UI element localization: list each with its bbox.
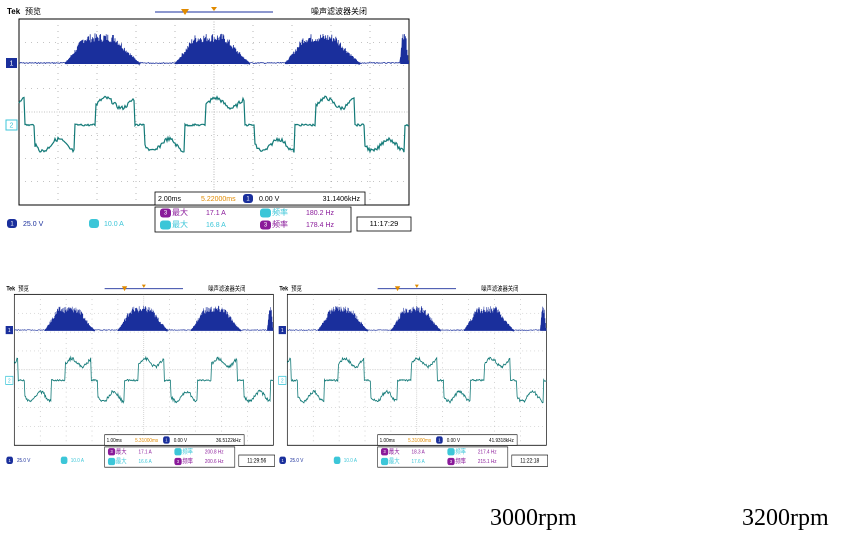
- clock: 11:29:56: [247, 458, 266, 465]
- ch1-scale: 25.0 V: [17, 458, 31, 465]
- brand: Tek: [6, 286, 15, 293]
- timebase: 1.00ms: [380, 438, 396, 445]
- measure-value: 200.8 Hz: [205, 449, 224, 456]
- caption: 3000rpm: [490, 505, 577, 532]
- delay: 5.31000ms: [135, 438, 158, 445]
- clock: 11:22:18: [520, 458, 539, 465]
- ch2-marker: 2: [8, 378, 11, 385]
- clock: 11:17:29: [370, 219, 399, 228]
- measure-label: 最大: [172, 219, 188, 229]
- measure-icon: [160, 221, 171, 230]
- timebase: 2.00ms: [158, 196, 181, 203]
- measure-label: 频率: [272, 219, 288, 229]
- trigger-level: 0.00 V: [174, 438, 188, 445]
- measure-value: 17.6 A: [412, 459, 426, 466]
- measure-icon: [174, 448, 181, 455]
- ch2-scale-icon: [334, 457, 341, 464]
- measure-icon: [447, 448, 454, 455]
- measure-value: 17.1 A: [206, 210, 226, 217]
- trigger-freq: 41.9318kHz: [489, 438, 514, 445]
- ch1-marker: 1: [8, 328, 11, 335]
- brand: Tek: [279, 286, 288, 293]
- trigger-level: 0.00 V: [447, 438, 461, 445]
- ch1-marker: 1: [281, 328, 284, 335]
- trigger-freq: 31.1406kHz: [323, 196, 361, 203]
- trigger-level: 0.00 V: [259, 196, 280, 203]
- ch1-scale: 25.0 V: [23, 221, 44, 228]
- trigger-pos: [415, 285, 419, 288]
- measure-value: 178.4 Hz: [306, 222, 335, 229]
- filter: 噪声滤波器关闭: [481, 284, 518, 293]
- mode: 预览: [25, 6, 41, 16]
- trigger-freq: 36.5122kHz: [216, 438, 241, 445]
- measure-value: 217.4 Hz: [478, 449, 497, 456]
- measure-value: 16.6 A: [139, 459, 153, 466]
- brand: Tek: [7, 7, 21, 16]
- trigger-pos: [211, 7, 217, 11]
- ch2-scale-icon: [89, 219, 99, 228]
- measure-label: 频率: [272, 207, 288, 217]
- measure-icon: [108, 458, 115, 465]
- delay: 5.22000ms: [201, 196, 236, 203]
- figure: Tek预览噪声滤波器关闭122.00ms5.22000ms10.00 V31.1…: [0, 0, 856, 542]
- timebase: 1.00ms: [107, 438, 123, 445]
- measure-value: 16.8 A: [206, 222, 226, 229]
- measure-label: 最大: [172, 207, 188, 217]
- trigger-pos: [142, 285, 146, 288]
- delay: 5.31000ms: [408, 438, 431, 445]
- ch2-marker: 2: [10, 122, 14, 129]
- measure-value: 180.2 Hz: [306, 210, 335, 217]
- ch2-scale: 10.0 A: [344, 458, 358, 465]
- filter: 噪声滤波器关闭: [311, 6, 367, 16]
- ch2-scale-icon: [61, 457, 68, 464]
- measure-value: 18.3 A: [412, 449, 426, 456]
- measure-icon: [260, 209, 271, 218]
- ch2-marker: 2: [281, 378, 284, 385]
- measure-icon: [381, 458, 388, 465]
- mode: 预览: [18, 284, 29, 293]
- caption: 3200rpm: [742, 505, 829, 532]
- measure-value: 215.1 Hz: [478, 459, 497, 466]
- mode: 预览: [291, 284, 302, 293]
- measure-value: 17.1 A: [139, 449, 153, 456]
- ch1-scale: 25.0 V: [290, 458, 304, 465]
- filter: 噪声滤波器关闭: [208, 284, 245, 293]
- scope-screen: Tek预览噪声滤波器关闭122.00ms5.22000ms10.00 V31.1…: [5, 5, 413, 233]
- ch1-marker: 1: [10, 60, 14, 67]
- ch2-scale: 10.0 A: [71, 458, 85, 465]
- ch2-scale: 10.0 A: [104, 221, 124, 228]
- measure-value: 200.6 Hz: [205, 459, 224, 466]
